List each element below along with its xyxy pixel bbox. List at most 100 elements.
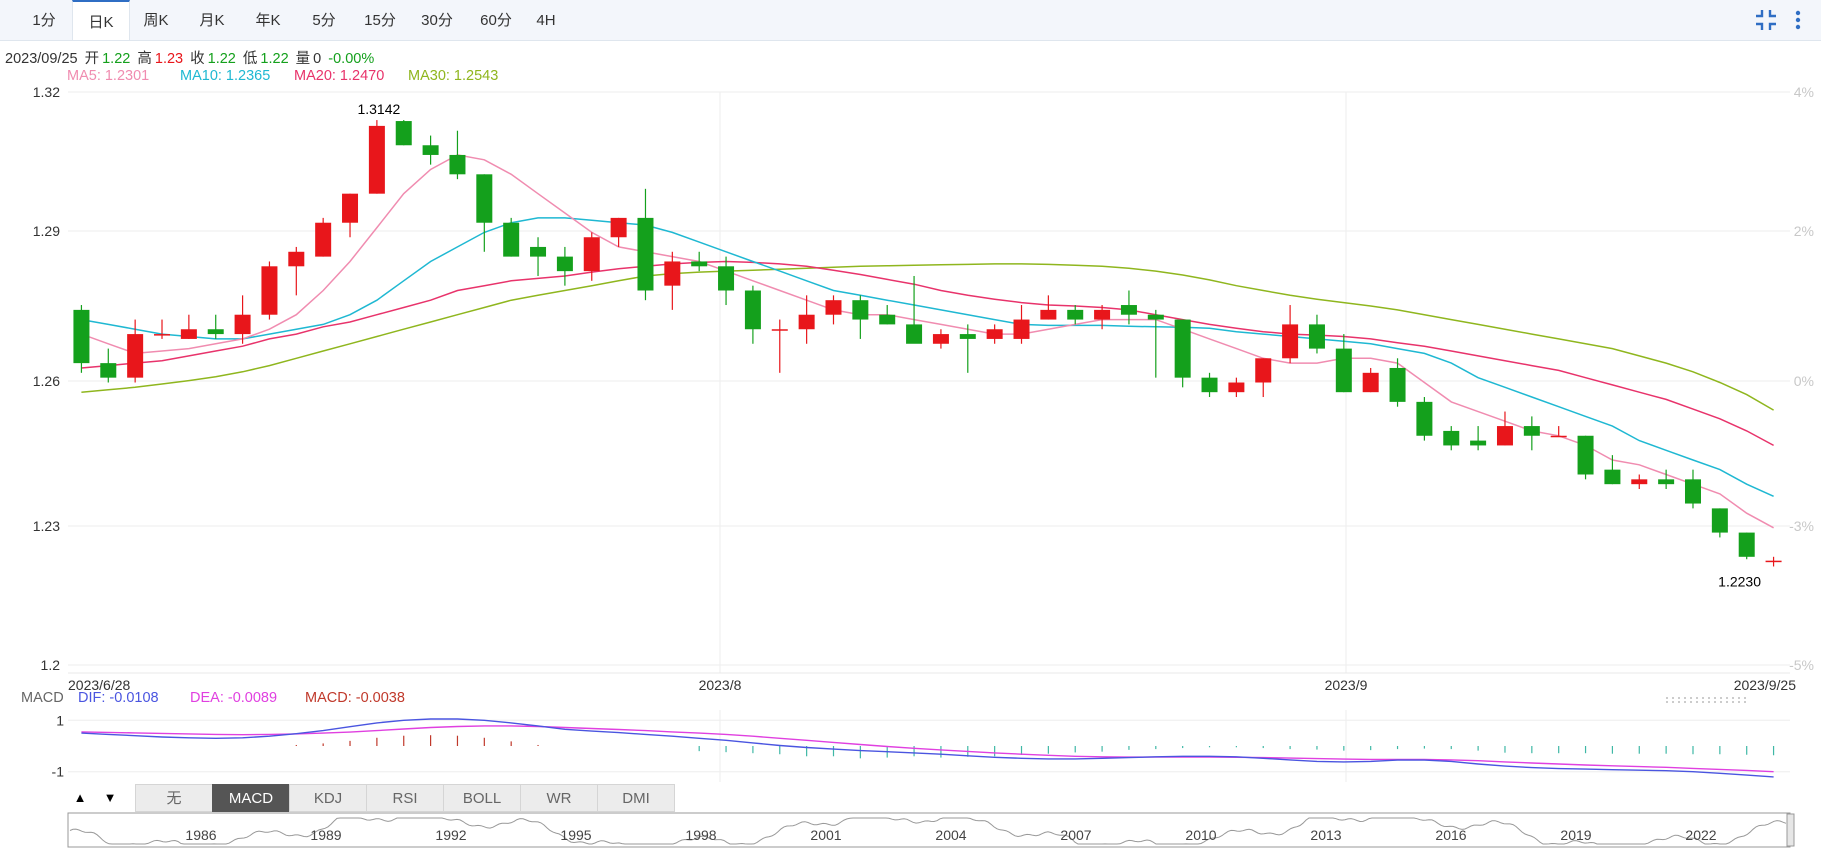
tab-7[interactable]: 30分 xyxy=(421,12,453,29)
indicator-tab-kdj[interactable]: KDJ xyxy=(289,784,367,812)
candle xyxy=(583,232,600,281)
candle xyxy=(637,188,654,301)
candle-body xyxy=(1120,305,1137,315)
marker-dot xyxy=(1708,701,1710,703)
marker-dot xyxy=(1690,701,1692,703)
macd-name-label: MACD xyxy=(21,690,64,706)
candle-body xyxy=(1308,324,1325,349)
ma10-legend: MA10: 1.2365 xyxy=(180,68,271,84)
indicator-tab-rsi[interactable]: RSI xyxy=(366,784,444,812)
candle-body xyxy=(556,256,573,272)
candle-body xyxy=(422,145,439,155)
candle-body xyxy=(342,193,359,223)
indicator-tab-macd[interactable]: MACD xyxy=(212,784,290,812)
candle-body xyxy=(906,324,923,344)
candle xyxy=(1308,314,1325,354)
candle-body xyxy=(825,300,842,315)
candle-body xyxy=(368,125,385,194)
marker-dot xyxy=(1708,697,1710,699)
marker-dot xyxy=(1678,697,1680,699)
candle-body xyxy=(476,174,493,223)
candle xyxy=(288,246,305,296)
indicator-tab-dmi[interactable]: DMI xyxy=(597,784,675,812)
candle xyxy=(1282,305,1299,364)
candle xyxy=(1120,290,1137,325)
dif-line xyxy=(81,718,1774,778)
info-high: 1.23 xyxy=(154,51,184,67)
candle xyxy=(1496,411,1513,446)
marker-dot xyxy=(1702,697,1704,699)
candle-body xyxy=(798,314,815,330)
tab-2[interactable]: 周K xyxy=(143,12,169,29)
candle xyxy=(154,319,171,339)
candle xyxy=(825,295,842,325)
candle-body xyxy=(1335,348,1352,393)
overview-year-label: 1995 xyxy=(560,827,591,843)
candle-body xyxy=(1470,440,1487,446)
candle-body xyxy=(73,309,90,364)
marker-dot xyxy=(1744,697,1746,699)
tab-6[interactable]: 15分 xyxy=(364,12,396,29)
candle xyxy=(368,120,385,194)
dea-label: DEA: -0.0089 xyxy=(190,690,278,706)
indicator-tab-无[interactable]: 无 xyxy=(135,784,213,812)
candle xyxy=(503,217,520,257)
tab-3[interactable]: 月K xyxy=(199,12,225,29)
candle xyxy=(449,130,466,180)
info-close: 1.22 xyxy=(207,51,236,67)
candle xyxy=(1362,367,1379,393)
candle-body xyxy=(583,237,600,272)
arrow-down-button[interactable]: ▼ xyxy=(103,790,117,805)
marker-dot xyxy=(1738,701,1740,703)
macd-value-label: MACD: -0.0038 xyxy=(305,690,405,706)
arrow-up-button[interactable]: ▲ xyxy=(73,790,87,805)
candle xyxy=(1470,426,1487,451)
indicator-tab-wr[interactable]: WR xyxy=(520,784,598,812)
overview-year-label: 1992 xyxy=(435,827,466,843)
candle-body xyxy=(1362,372,1379,393)
candle xyxy=(852,295,869,339)
collapse-icon[interactable] xyxy=(1754,8,1778,32)
candle-body xyxy=(449,154,466,175)
overview-handle xyxy=(1786,813,1795,847)
tab-0[interactable]: 1分 xyxy=(32,12,56,29)
info-change: -0.00% xyxy=(328,51,375,67)
candle-body xyxy=(1389,367,1406,402)
info-close-label: 收 xyxy=(190,51,205,67)
overview-year-label: 2004 xyxy=(935,827,966,843)
tab-8[interactable]: 60分 xyxy=(480,12,512,29)
candle xyxy=(234,295,251,344)
candle-body xyxy=(1201,377,1218,393)
info-date: 2023/09/25 xyxy=(5,51,78,67)
dif-label: DIF: -0.0108 xyxy=(78,690,159,706)
candle-body xyxy=(744,290,761,330)
candle-body xyxy=(1711,508,1728,533)
candle xyxy=(1550,426,1567,438)
tab-5[interactable]: 5分 xyxy=(312,12,336,29)
tab-9[interactable]: 4H xyxy=(536,12,556,29)
candle xyxy=(610,217,627,247)
candle xyxy=(1013,305,1030,344)
high-label: 1.3142 xyxy=(357,101,400,117)
indicator-tab-boll[interactable]: BOLL xyxy=(443,784,521,812)
candle xyxy=(744,285,761,344)
candle-body xyxy=(691,261,708,267)
candle-body xyxy=(1094,309,1111,320)
candle-body xyxy=(637,217,654,291)
x-tick-1: 2023/8 xyxy=(699,677,742,693)
candle xyxy=(476,174,493,252)
candle xyxy=(1040,295,1057,320)
more-vertical-icon[interactable] xyxy=(1792,8,1816,32)
candle xyxy=(1711,508,1728,538)
tab-4[interactable]: 年K xyxy=(255,12,281,29)
candle-body xyxy=(959,334,976,339)
y-tick-4: 1.2 xyxy=(41,657,61,673)
candle-body xyxy=(1067,309,1084,320)
candle xyxy=(1228,377,1245,398)
candle-body xyxy=(852,300,869,320)
tab-1[interactable]: 日K xyxy=(72,0,130,40)
candle-body xyxy=(1013,319,1030,339)
info-low-label: 低 xyxy=(242,51,258,67)
